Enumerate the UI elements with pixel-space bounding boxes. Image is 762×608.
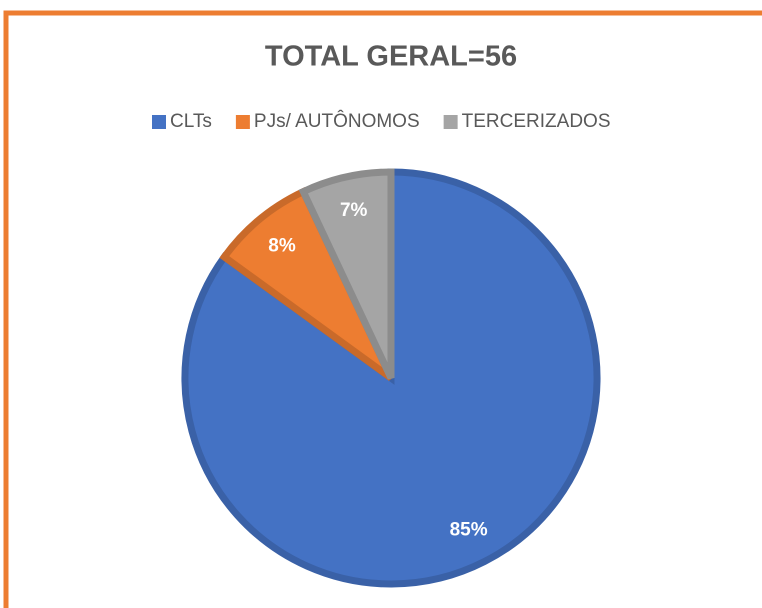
pie: 85% 8% 7% xyxy=(181,168,601,588)
legend-swatch xyxy=(443,115,458,129)
legend-swatch xyxy=(152,115,166,129)
frame-border xyxy=(3,10,762,608)
chart-title: TOTAL GERAL=56 xyxy=(265,41,517,73)
data-label: 8% xyxy=(268,235,296,256)
data-label: 7% xyxy=(340,200,368,221)
legend-label: CLTs xyxy=(170,111,212,132)
legend-label: TERCERIZADOS xyxy=(462,111,611,132)
legend-swatch xyxy=(235,115,250,129)
legend-label: PJs/ AUTÔNOMOS xyxy=(254,110,420,132)
legend: CLTs PJs/ AUTÔNOMOS TERCERIZADOS xyxy=(152,110,611,132)
data-label: 85% xyxy=(450,519,488,540)
pie-slice xyxy=(298,168,395,380)
